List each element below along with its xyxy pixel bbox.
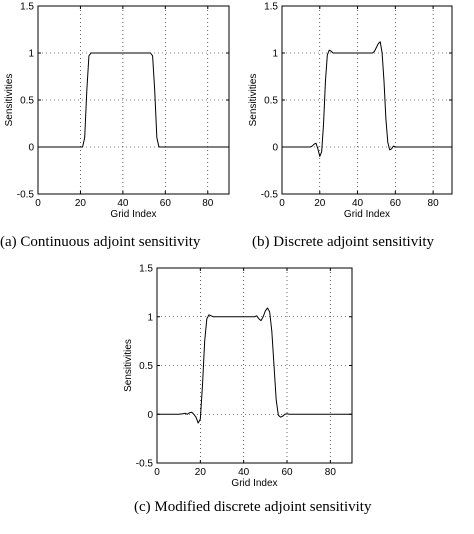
y-tick-label: 1.5 <box>20 2 34 13</box>
x-tick-label: 80 <box>325 467 337 478</box>
x-tick-label: 0 <box>279 198 285 209</box>
y-axis-label: Sensitivities <box>248 74 259 127</box>
x-tick-label: 20 <box>314 198 326 209</box>
x-tick-label: 40 <box>238 467 250 478</box>
y-tick-label: -0.5 <box>136 459 154 470</box>
y-tick-label: 0.5 <box>20 96 34 107</box>
y-tick-label: 1 <box>272 49 278 60</box>
x-tick-label: 0 <box>154 467 160 478</box>
x-tick-label: 20 <box>195 467 207 478</box>
y-tick-label: 1 <box>147 312 153 323</box>
y-tick-label: -0.5 <box>17 190 35 201</box>
y-tick-label: 1.5 <box>264 2 278 13</box>
y-axis-label: Sensitivities <box>4 74 15 127</box>
x-tick-label: 0 <box>35 198 41 209</box>
x-axis-label: Grid Index <box>110 209 156 220</box>
x-tick-label: 20 <box>75 198 87 209</box>
plot-frame <box>156 267 353 464</box>
x-tick-label: 80 <box>202 198 214 209</box>
x-tick-label: 60 <box>390 198 402 209</box>
caption-b: (b) Discrete adjoint sensitivity <box>252 234 435 250</box>
y-tick-label: 0.5 <box>264 96 278 107</box>
x-tick-label: 80 <box>428 198 440 209</box>
y-tick-label: 0.5 <box>139 361 153 372</box>
caption-a: (a) Continuous adjoint sensitivity <box>0 234 201 250</box>
series-line <box>38 52 229 148</box>
y-tick-label: 1 <box>28 49 34 60</box>
x-tick-label: 40 <box>117 198 129 209</box>
x-tick-label: 40 <box>352 198 364 209</box>
x-axis-label: Grid Index <box>344 209 390 220</box>
y-tick-label: 0 <box>147 410 153 421</box>
series-line <box>157 307 352 424</box>
x-tick-label: 60 <box>160 198 172 209</box>
y-axis-label: Sensitivities <box>123 339 134 392</box>
caption-c: (c) Modified discrete adjoint sensitivit… <box>134 499 372 515</box>
x-tick-label: 60 <box>281 467 293 478</box>
y-tick-label: 0 <box>28 143 34 154</box>
series-line <box>282 41 452 157</box>
x-axis-label: Grid Index <box>231 478 277 489</box>
y-tick-label: 0 <box>272 143 278 154</box>
y-tick-label: 1.5 <box>139 264 153 275</box>
y-tick-label: -0.5 <box>261 190 279 201</box>
